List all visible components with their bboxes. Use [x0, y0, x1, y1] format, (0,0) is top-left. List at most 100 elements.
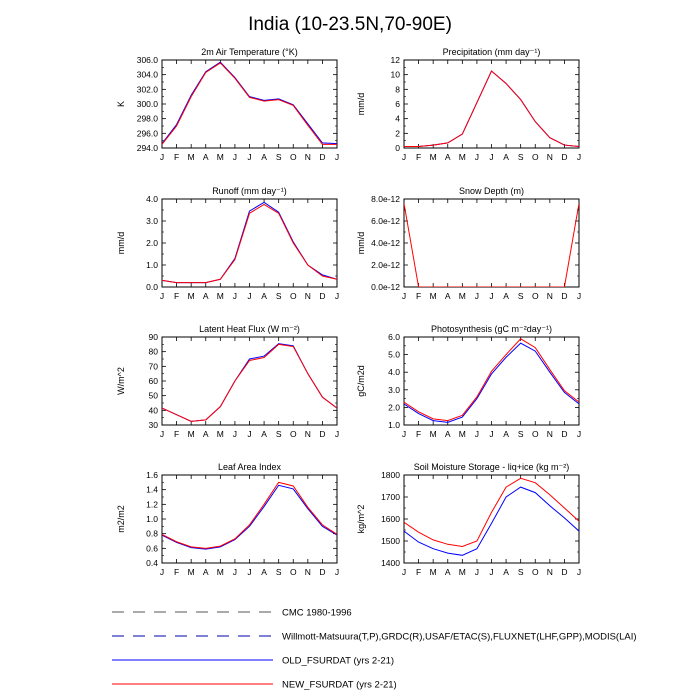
plot-frame: [403, 474, 580, 564]
y-tick-label: 10: [391, 70, 401, 80]
series-group: [404, 338, 579, 423]
x-tick-label: M: [188, 291, 195, 301]
x-tick-label: N: [305, 429, 311, 439]
x-tick-label: J: [233, 429, 237, 439]
y-tick-label: 4.0e-12: [371, 238, 400, 248]
y-tick-label: 1.2: [146, 499, 158, 509]
panel-title: Runoff (mm day⁻¹): [212, 186, 287, 196]
x-tick-label: F: [416, 152, 421, 162]
series-line-new-fsurdat-yrs-2-21: [404, 477, 579, 548]
y-tick-label: 40: [149, 405, 159, 415]
x-tick-label: D: [561, 152, 567, 162]
x-tick-label: F: [174, 429, 179, 439]
y-tick-label: 2.0e-12: [371, 260, 400, 270]
x-tick-label: N: [547, 152, 553, 162]
y-tick-label: 0: [395, 143, 400, 153]
series-line-old-fsurdat-yrs-2-21: [162, 484, 337, 550]
y-tick-label: 1600: [381, 514, 400, 524]
series-line-new-fsurdat-yrs-2-21: [162, 203, 337, 284]
panel-title: Precipitation (mm day⁻¹): [443, 47, 541, 57]
panel-runoff-mm-day: Runoff (mm day⁻¹)0.01.02.03.04.0J F M A M J J A…: [116, 186, 339, 301]
y-tick-label: 70: [149, 361, 159, 371]
y-tick-label: 306.0: [137, 55, 159, 65]
x-tick-label: D: [561, 291, 567, 301]
x-tick-label: M: [217, 291, 224, 301]
x-tick-label: J: [160, 429, 164, 439]
x-tick-label: M: [430, 429, 437, 439]
x-tick-label: J: [160, 291, 164, 301]
y-tick-label: 304.0: [137, 70, 159, 80]
x-tick-label: J: [233, 291, 237, 301]
x-tick-label: M: [459, 567, 466, 577]
y-tick-label: 1.6: [146, 470, 158, 480]
x-tick-label: D: [561, 429, 567, 439]
x-tick-label: D: [319, 429, 325, 439]
y-tick-label: 0.0: [146, 282, 158, 292]
x-tick-label: D: [319, 152, 325, 162]
x-tick-label: A: [203, 429, 209, 439]
plot-frame: [403, 59, 580, 149]
y-tick-label: 30: [149, 420, 159, 430]
x-tick-label: M: [217, 567, 224, 577]
y-axis-label: m2/m2: [116, 505, 126, 533]
x-tick-label: J: [577, 429, 581, 439]
legend: CMC 1980-1996 Willmott-Matsuura(T,P),GRDC…: [112, 608, 637, 691]
x-tick-label: A: [445, 429, 451, 439]
x-tick-label: A: [445, 291, 451, 301]
x-tick-label: S: [276, 567, 282, 577]
x-tick-label: J: [335, 567, 339, 577]
y-tick-label: 1400: [381, 558, 400, 568]
x-tick-label: S: [518, 291, 524, 301]
x-tick-label: A: [445, 567, 451, 577]
series-group: [162, 61, 337, 145]
x-tick-label: J: [402, 567, 406, 577]
panel-title: Latent Heat Flux (W m⁻²): [199, 324, 300, 334]
y-tick-label: 8: [395, 84, 400, 94]
y-tick-label: 1.0: [146, 514, 158, 524]
y-tick-label: 6.0: [388, 332, 400, 342]
y-tick-label: 1.0: [146, 260, 158, 270]
x-tick-label: O: [532, 567, 539, 577]
x-tick-label: A: [503, 567, 509, 577]
x-tick-label: F: [174, 291, 179, 301]
x-tick-label: S: [276, 152, 282, 162]
x-tick-label: O: [532, 152, 539, 162]
y-tick-label: 60: [149, 376, 159, 386]
x-tick-label: J: [233, 152, 237, 162]
x-tick-label: J: [247, 567, 251, 577]
x-tick-label: A: [261, 567, 267, 577]
y-tick-label: 296.0: [137, 128, 159, 138]
x-tick-label: A: [203, 152, 209, 162]
plot-frame: [161, 59, 338, 149]
panel-title: 2m Air Temperature (°K): [201, 47, 297, 57]
panel-2m-air-temperature-k: 2m Air Temperature (°K) 294.0 296.0 298.0 30…: [116, 47, 339, 162]
plot-frame: [403, 198, 580, 288]
y-tick-label: 8.0e-12: [371, 194, 400, 204]
x-tick-label: M: [188, 567, 195, 577]
x-tick-label: J: [475, 291, 479, 301]
x-tick-label: N: [305, 291, 311, 301]
legend-item: CMC 1980-1996: [112, 608, 352, 619]
x-tick-label: M: [459, 152, 466, 162]
x-tick-label: O: [532, 429, 539, 439]
y-axis-label: mm/d: [356, 93, 366, 116]
series-line-new-fsurdat-yrs-2-21: [404, 338, 579, 422]
x-tick-label: J: [335, 291, 339, 301]
x-tick-label: S: [276, 429, 282, 439]
series-line-new-fsurdat-yrs-2-21: [162, 343, 337, 422]
panel-title: Snow Depth (m): [459, 186, 524, 196]
x-tick-label: J: [402, 291, 406, 301]
panel-title: Leaf Area Index: [218, 462, 282, 472]
x-tick-label: M: [430, 152, 437, 162]
x-tick-label: S: [276, 291, 282, 301]
series-group: [162, 343, 337, 422]
y-tick-label: 1500: [381, 536, 400, 546]
x-tick-label: S: [518, 152, 524, 162]
x-tick-label: A: [261, 429, 267, 439]
y-tick-label: 0.8: [146, 529, 158, 539]
y-axis-label: K: [116, 101, 126, 107]
x-tick-label: A: [503, 429, 509, 439]
x-tick-label: J: [489, 429, 493, 439]
